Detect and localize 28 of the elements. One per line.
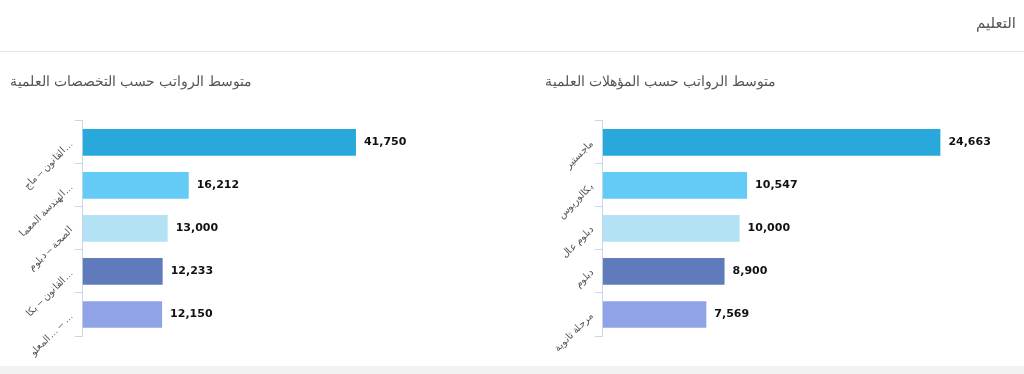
data-label: 13,000 <box>175 221 219 235</box>
bar <box>602 301 707 328</box>
bar <box>82 301 163 328</box>
data-label: 16,212 <box>196 178 240 192</box>
chart-title: متوسط الرواتب حسب المؤهلات العلمية <box>545 73 776 91</box>
bar <box>82 258 163 285</box>
y-tick-label: ماجستير <box>561 137 596 172</box>
data-label: 10,000 <box>747 221 791 235</box>
bar <box>602 258 725 285</box>
y-tick-label: بكالوريوس <box>555 180 596 222</box>
bar <box>602 128 941 156</box>
data-label: 10,547 <box>755 178 798 192</box>
data-label: 41,750 <box>363 135 407 149</box>
y-tick-label: دبلوم <box>572 267 596 291</box>
data-label: 8,900 <box>732 264 768 278</box>
data-label: 12,233 <box>170 264 214 278</box>
bar <box>602 172 748 199</box>
data-label: 7,569 <box>714 307 750 321</box>
data-label: 24,663 <box>948 135 991 149</box>
bar <box>82 215 168 242</box>
bar <box>82 128 356 156</box>
y-tick-label: مرحلة ثانوية <box>552 310 596 354</box>
y-tick-label: دبلوم عال <box>559 223 596 261</box>
bar <box>602 215 740 242</box>
data-label: 12,150 <box>170 307 213 321</box>
text: التعليم <box>976 14 1016 32</box>
chart-title: متوسط الرواتب حسب التخصصات العلمية <box>10 73 252 91</box>
bar <box>82 172 189 199</box>
